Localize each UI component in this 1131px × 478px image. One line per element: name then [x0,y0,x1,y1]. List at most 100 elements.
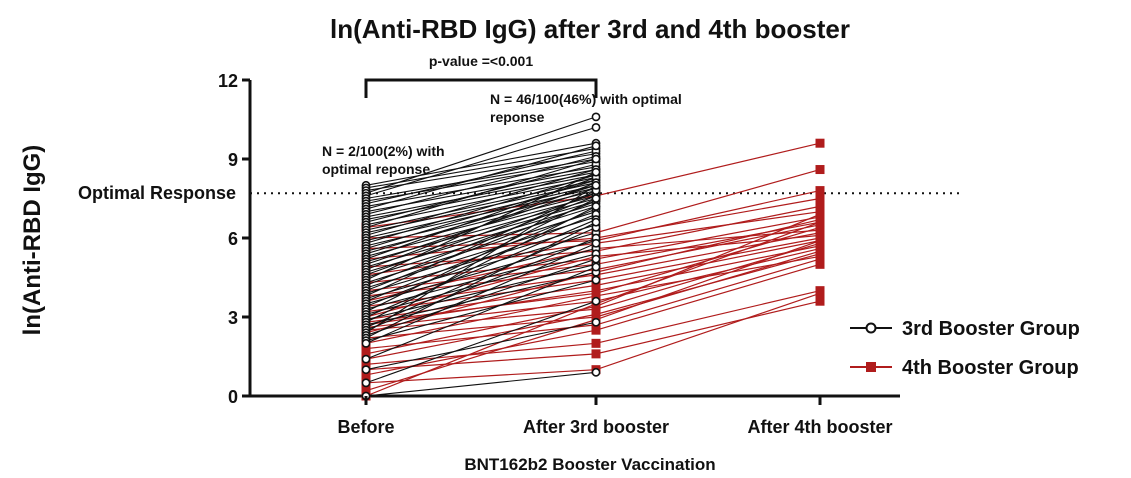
series-line-3rd [365,184,597,239]
data-point-3rd [591,112,601,122]
x-tick-label: Before [337,417,394,437]
legend-label-3rd: 3rd Booster Group [902,318,1080,340]
data-point-4th [591,338,601,348]
series-line-3rd [365,155,597,215]
series-line-3rd [365,184,597,334]
data-point-4th [815,288,825,298]
annotation-text: N = 2/100(2%) with optimal reponse [322,143,445,177]
data-point-3rd [591,275,601,285]
data-point-3rd [591,262,601,272]
x-tick-label: After 4th booster [747,417,892,437]
data-point-3rd [591,296,601,306]
data-point-4th [815,201,825,211]
y-ticks: 0 3 6 9 12 [218,71,250,407]
series-line-3rd [365,242,597,344]
data-point-4th [815,165,825,175]
series-line-3rd [365,213,597,307]
data-point-3rd [361,378,371,388]
series-line-3rd [365,192,597,252]
series-line-3rd [365,169,597,236]
data-point-3rd [591,217,601,227]
data-point-4th [815,296,825,306]
series-line-3rd [365,300,597,384]
series-line-3rd [365,179,597,231]
series-line-3rd [365,258,597,336]
x-ticks: Before After 3rd booster After 4th booster [337,396,893,437]
data-point-3rd [591,123,601,132]
series-line-3rd [365,205,597,323]
y-axis-title: ln(Anti-RBD IgG) [19,145,46,336]
series-line-3rd [365,126,597,197]
optimal-response-reference: Optimal Response [78,183,962,203]
data-point-3rd [591,180,601,190]
series-line-3rd [365,221,597,339]
open-circle-icon [865,322,877,334]
filled-square-icon [866,362,876,372]
annotation-line: optimal reponse [322,161,430,177]
data-point-4th [361,386,371,396]
data-point-3rd [591,317,601,327]
data-point-4th [815,254,825,264]
data-point-4th [815,259,825,269]
data-point-3rd [591,254,601,264]
data-point-3rd [591,238,601,248]
series-line-3rd [365,142,597,186]
data-point-4th [815,138,825,148]
series-line-3rd [365,145,597,210]
annotations: N = 2/100(2%) with optimal reponse N = 46/… [322,91,682,177]
data-point-4th [815,249,825,259]
data-point-4th [591,325,601,335]
series-3rd-booster-group [361,112,601,401]
y-tick-label: 0 [228,387,238,407]
series-line-3rd [365,195,597,286]
data-point-4th [815,217,825,227]
data-point-4th [361,359,371,369]
chart-title: ln(Anti-RBD IgG) after 3rd and 4th boost… [330,14,850,44]
legend-label-4th: 4th Booster Group [902,357,1079,379]
series-line-3rd [365,192,597,276]
series-line-3rd [365,147,597,189]
annotation-text: N = 46/100(46%) with optimal reponse [490,91,682,125]
y-tick-label: 3 [228,308,238,328]
annotation-line: N = 2/100(2%) with [322,143,445,159]
data-point-3rd [591,194,601,203]
data-point-4th [815,194,825,203]
significance-bracket: p-value =<0.001 [364,53,598,98]
data-point-3rd [591,201,601,211]
data-point-4th [815,230,825,240]
series-line-3rd [365,321,597,371]
data-point-3rd [591,154,601,164]
series-line-3rd [365,371,597,397]
series-line-3rd [365,279,597,342]
x-tick-label: After 3rd booster [523,417,669,437]
y-tick-label: 6 [228,229,238,249]
legend-item-4th-booster: 4th Booster Group [850,357,1079,379]
data-point-3rd [591,367,601,377]
data-point-3rd [591,167,601,177]
x-axis-title: BNT162b2 Booster Vaccination [464,455,715,474]
significance-label: p-value =<0.001 [429,53,534,69]
data-point-4th [591,349,601,359]
y-tick-label: 12 [218,71,238,91]
legend-item-3rd-booster: 3rd Booster Group [850,318,1080,340]
legend: 3rd Booster Group 4th Booster Group [850,318,1080,379]
data-point-4th [591,280,601,290]
data-point-3rd [361,354,371,364]
data-point-4th [591,291,601,301]
series-line-3rd [365,205,597,279]
series-line-3rd [365,176,597,260]
data-point-3rd [591,141,601,151]
series-line-3rd [365,198,597,313]
annotation-line: N = 46/100(46%) with optimal [490,91,682,107]
series-line-3rd [365,266,597,360]
series-line-3rd [365,237,597,331]
y-tick-label: 9 [228,150,238,170]
data-point-4th [815,209,825,219]
data-point-4th [591,286,601,296]
series-line-3rd [365,248,597,310]
data-point-4th [361,349,371,359]
series-line-3rd [365,219,597,318]
significance-bracket-line [364,78,598,98]
data-point-4th [815,236,825,246]
